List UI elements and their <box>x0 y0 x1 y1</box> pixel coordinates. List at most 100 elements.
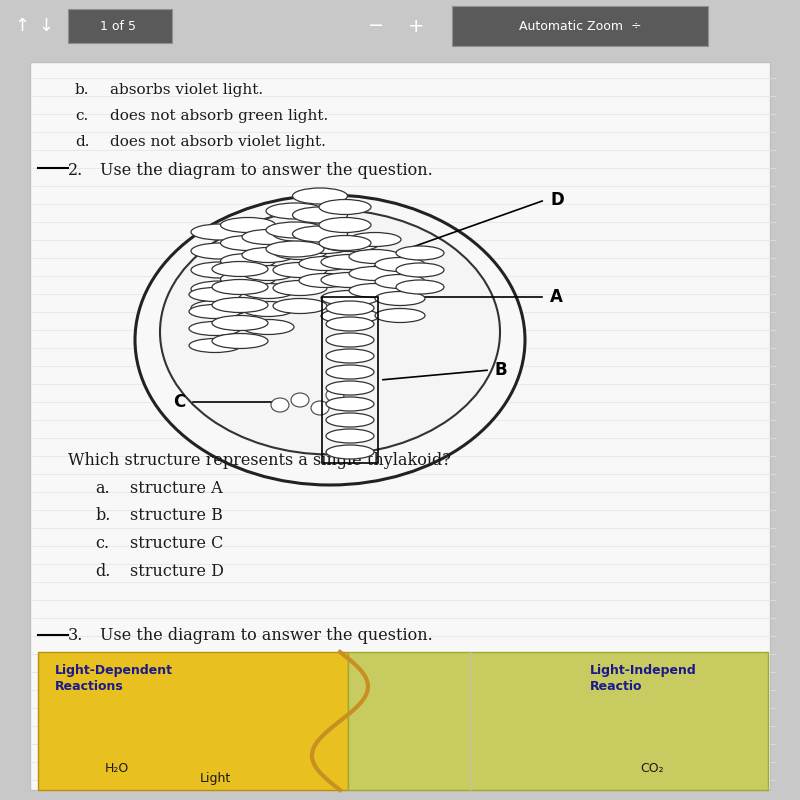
Ellipse shape <box>291 393 309 407</box>
Ellipse shape <box>326 349 374 363</box>
Text: 2.: 2. <box>68 162 83 178</box>
Ellipse shape <box>191 243 249 259</box>
Text: Use the diagram to answer the question.: Use the diagram to answer the question. <box>100 162 433 178</box>
Ellipse shape <box>191 224 249 240</box>
Ellipse shape <box>221 254 275 269</box>
Ellipse shape <box>221 271 275 286</box>
Ellipse shape <box>319 235 371 250</box>
Text: Automatic Zoom  ÷: Automatic Zoom ÷ <box>518 19 642 33</box>
Ellipse shape <box>242 247 294 262</box>
Ellipse shape <box>349 250 401 263</box>
Text: structure C: structure C <box>130 535 223 553</box>
Ellipse shape <box>375 309 425 322</box>
Bar <box>348 652 768 790</box>
Ellipse shape <box>221 235 275 250</box>
Text: structure D: structure D <box>130 563 224 581</box>
Ellipse shape <box>242 319 294 334</box>
Text: does not absorb violet light.: does not absorb violet light. <box>110 135 326 149</box>
Text: structure A: structure A <box>130 479 222 497</box>
Text: A: A <box>550 288 563 306</box>
FancyBboxPatch shape <box>30 62 770 790</box>
Text: Use the diagram to answer the question.: Use the diagram to answer the question. <box>100 626 433 643</box>
Text: c.: c. <box>95 535 109 553</box>
Text: H₂O: H₂O <box>105 762 130 775</box>
Ellipse shape <box>135 195 525 485</box>
Bar <box>322 297 378 463</box>
Text: C: C <box>173 393 185 411</box>
Ellipse shape <box>396 246 444 260</box>
Ellipse shape <box>271 398 289 412</box>
Bar <box>38 652 348 790</box>
Text: Light-Independ: Light-Independ <box>590 664 697 677</box>
Text: Reactions: Reactions <box>55 680 124 693</box>
Ellipse shape <box>273 298 327 314</box>
Text: c.: c. <box>75 109 88 123</box>
Ellipse shape <box>396 263 444 277</box>
Text: d.: d. <box>95 563 110 581</box>
Text: b.: b. <box>95 507 110 525</box>
Ellipse shape <box>266 222 324 238</box>
Ellipse shape <box>221 218 275 233</box>
Ellipse shape <box>326 413 374 427</box>
Ellipse shape <box>321 254 379 270</box>
Ellipse shape <box>326 317 374 331</box>
Ellipse shape <box>299 257 351 270</box>
Text: ↑: ↑ <box>15 17 30 35</box>
Text: b.: b. <box>75 83 90 97</box>
Ellipse shape <box>242 266 294 281</box>
Ellipse shape <box>212 334 268 349</box>
Ellipse shape <box>293 207 347 223</box>
Ellipse shape <box>375 274 425 289</box>
Ellipse shape <box>242 230 294 245</box>
Ellipse shape <box>273 226 327 242</box>
Text: Light: Light <box>200 772 231 785</box>
Ellipse shape <box>266 241 324 257</box>
Ellipse shape <box>189 287 241 302</box>
Ellipse shape <box>189 322 241 335</box>
Ellipse shape <box>212 262 268 277</box>
Ellipse shape <box>321 309 379 323</box>
Ellipse shape <box>326 388 344 402</box>
Text: a.: a. <box>95 479 110 497</box>
Ellipse shape <box>311 401 329 415</box>
Ellipse shape <box>191 300 249 316</box>
Ellipse shape <box>349 266 401 281</box>
Text: does not absorb green light.: does not absorb green light. <box>110 109 328 123</box>
Text: CO₂: CO₂ <box>640 762 664 775</box>
Ellipse shape <box>189 338 241 353</box>
Text: Light-Dependent: Light-Dependent <box>55 664 173 677</box>
Ellipse shape <box>326 333 374 347</box>
Ellipse shape <box>396 280 444 294</box>
Text: ↓: ↓ <box>39 17 54 35</box>
Ellipse shape <box>321 273 379 287</box>
Ellipse shape <box>375 291 425 306</box>
Text: D: D <box>550 191 564 209</box>
Ellipse shape <box>326 429 374 443</box>
Text: +: + <box>408 17 424 35</box>
Ellipse shape <box>299 222 351 237</box>
Ellipse shape <box>160 210 500 454</box>
Ellipse shape <box>299 274 351 287</box>
Text: Which structure represents a single thylakoid?: Which structure represents a single thyl… <box>68 451 451 469</box>
Ellipse shape <box>212 279 268 294</box>
Ellipse shape <box>189 305 241 318</box>
FancyBboxPatch shape <box>68 10 172 42</box>
FancyBboxPatch shape <box>452 6 708 46</box>
Ellipse shape <box>326 445 374 459</box>
Ellipse shape <box>326 381 374 395</box>
Ellipse shape <box>326 365 374 379</box>
Ellipse shape <box>242 283 294 298</box>
Ellipse shape <box>242 302 294 317</box>
Ellipse shape <box>212 298 268 313</box>
Ellipse shape <box>293 226 347 242</box>
Text: B: B <box>495 361 508 379</box>
Ellipse shape <box>349 283 401 298</box>
Ellipse shape <box>319 199 371 214</box>
Ellipse shape <box>326 301 374 315</box>
Ellipse shape <box>299 239 351 254</box>
Ellipse shape <box>319 218 371 233</box>
Ellipse shape <box>212 315 268 330</box>
Text: d.: d. <box>75 135 90 149</box>
Text: Reactio: Reactio <box>590 680 642 693</box>
Ellipse shape <box>321 290 379 306</box>
